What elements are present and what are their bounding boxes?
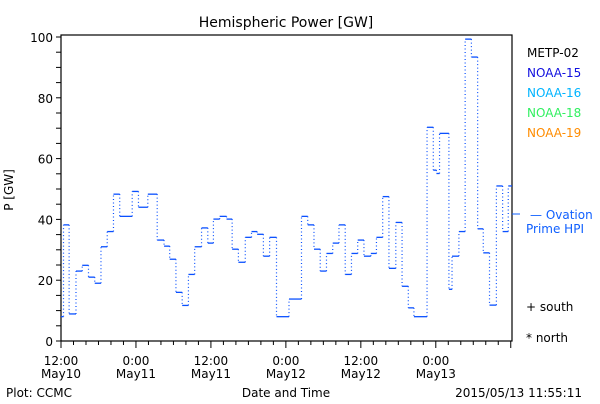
x-tick-time: 0:00 <box>272 354 299 368</box>
x-tick-date: May12 <box>266 367 306 381</box>
south-marker-legend: + south <box>526 300 573 314</box>
legend-item: NOAA-16 <box>527 86 581 100</box>
legend-item: NOAA-18 <box>527 106 581 120</box>
footer-plot-credit: Plot: CCMC <box>6 386 72 400</box>
ovation-label-1: — Ovation <box>530 208 593 222</box>
x-tick-time: 0:00 <box>422 354 449 368</box>
y-tick-label: 80 <box>38 92 53 106</box>
x-tick-date: May12 <box>341 367 381 381</box>
y-axis-label: P [GW] <box>2 169 16 211</box>
x-axis: 12:00May100:00May1112:00May110:00May1212… <box>41 341 512 381</box>
legend: METP-02 NOAA-15 NOAA-16 NOAA-18 NOAA-19 <box>527 46 581 140</box>
y-tick-label: 100 <box>30 31 53 45</box>
x-tick-time: 12:00 <box>344 354 379 368</box>
x-tick-time: 12:00 <box>44 354 79 368</box>
legend-item: METP-02 <box>527 46 579 60</box>
x-tick-date: May11 <box>191 367 231 381</box>
series-group <box>61 38 512 318</box>
y-tick-label: 40 <box>38 213 53 227</box>
y-tick-label: 60 <box>38 153 53 167</box>
x-tick-date: May11 <box>116 367 156 381</box>
legend-item: NOAA-15 <box>527 66 581 80</box>
y-tick-label: 20 <box>38 274 53 288</box>
footer-timestamp: 2015/05/13 11:55:11 <box>455 386 582 400</box>
north-marker-legend: * north <box>526 331 568 345</box>
y-tick-label: 0 <box>45 335 53 349</box>
x-tick-date: May13 <box>416 367 456 381</box>
ovation-label-2: Prime HPI <box>526 222 584 236</box>
x-tick-time: 0:00 <box>122 354 149 368</box>
legend-item: NOAA-19 <box>527 126 581 140</box>
chart-title: Hemispheric Power [GW] <box>199 15 374 31</box>
x-tick-time: 12:00 <box>194 354 229 368</box>
plot-frame <box>60 34 513 342</box>
y-axis: 0 20 40 60 80 100 <box>30 31 61 349</box>
x-axis-label: Date and Time <box>242 386 330 400</box>
x-tick-date: May10 <box>41 367 81 381</box>
